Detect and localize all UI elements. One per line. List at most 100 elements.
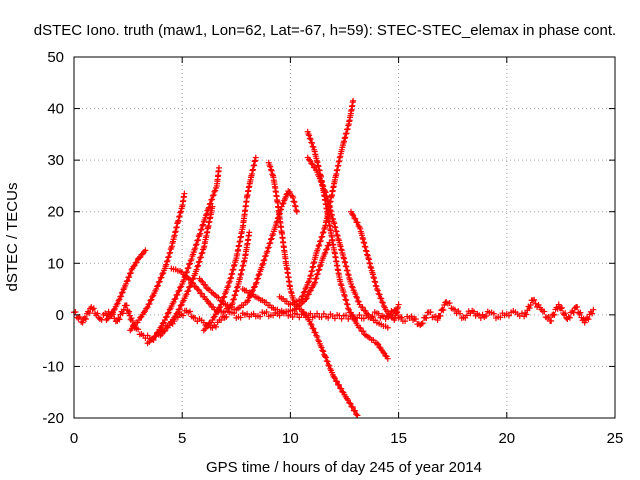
data-point (323, 246, 330, 253)
data-point (195, 262, 202, 269)
data-point (173, 310, 180, 317)
data-point (349, 313, 356, 320)
data-point (147, 297, 154, 304)
data-point (90, 305, 97, 312)
data-point (354, 219, 361, 226)
data-point (350, 97, 357, 104)
data-point (300, 289, 307, 296)
data-point (320, 183, 327, 190)
data-point (289, 314, 296, 320)
data-point (505, 312, 512, 319)
data-point (193, 241, 200, 248)
data-point (427, 309, 434, 316)
data-point (202, 281, 209, 288)
data-point (566, 314, 573, 321)
data-point (350, 313, 357, 320)
series-pass-13 (347, 208, 402, 324)
data-point (108, 310, 115, 317)
data-point (106, 313, 113, 320)
data-point (124, 277, 131, 284)
series-pass-6 (168, 229, 253, 316)
data-point (198, 226, 205, 233)
data-point (352, 407, 359, 414)
data-point (170, 298, 177, 305)
data-point (293, 208, 300, 215)
data-point (183, 269, 190, 276)
data-point (187, 260, 194, 267)
x-tick-label: 25 (607, 430, 624, 447)
data-point (178, 301, 185, 308)
data-point (245, 297, 252, 304)
data-point (490, 310, 497, 317)
data-point (362, 307, 369, 314)
y-axis-label: dSTEC / TECUs (4, 183, 21, 292)
data-point (187, 276, 194, 283)
data-point (307, 136, 314, 143)
series-pass-4 (144, 164, 222, 347)
series-pass-5 (200, 154, 259, 334)
data-point (303, 295, 310, 302)
data-point (180, 312, 187, 319)
data-point (196, 258, 203, 265)
data-point (557, 305, 564, 312)
data-marks (71, 97, 597, 419)
data-point (191, 283, 198, 290)
data-point (154, 282, 161, 289)
data-point (230, 296, 237, 303)
data-point (161, 317, 168, 324)
axis-ticks: 0 5 10 15 20 25 -20 -10 0 10 20 30 40 50 (42, 49, 623, 447)
data-point (174, 309, 181, 316)
data-point (531, 296, 538, 303)
data-point (153, 286, 160, 293)
data-point (354, 294, 361, 301)
data-point (344, 301, 351, 308)
x-tick-label: 20 (498, 430, 515, 447)
data-point (259, 262, 266, 269)
data-point (306, 132, 313, 139)
data-point (359, 304, 366, 311)
data-point (338, 385, 345, 392)
data-point (253, 279, 260, 286)
data-point (233, 287, 240, 294)
data-point (380, 299, 387, 306)
data-point (395, 301, 402, 308)
data-point (75, 315, 82, 322)
data-point (103, 317, 110, 324)
data-point (234, 284, 241, 291)
data-point (340, 289, 347, 296)
data-point (195, 259, 202, 266)
data-point (333, 378, 340, 385)
data-point (237, 314, 244, 321)
data-point (210, 191, 217, 198)
data-point (110, 307, 117, 314)
data-point (185, 264, 192, 271)
data-point (320, 229, 327, 236)
data-point (379, 299, 386, 306)
data-point (336, 381, 343, 388)
data-point (221, 293, 228, 300)
data-point (193, 266, 200, 273)
data-point (190, 275, 197, 282)
data-point (434, 317, 441, 324)
data-point (446, 300, 453, 307)
data-point (314, 333, 321, 340)
data-point (379, 348, 386, 355)
data-point (215, 164, 222, 171)
data-point (261, 256, 268, 263)
data-point (195, 287, 202, 294)
data-point (306, 288, 313, 295)
data-point (203, 210, 210, 217)
data-point (584, 314, 591, 321)
data-point (177, 302, 184, 309)
data-point (158, 274, 165, 281)
data-point (292, 203, 299, 210)
data-point (320, 348, 327, 355)
data-point (398, 314, 405, 321)
data-point (252, 154, 259, 161)
data-point (264, 248, 271, 255)
data-point (349, 210, 356, 217)
data-point (144, 332, 151, 339)
data-point (391, 315, 398, 322)
data-point (307, 157, 314, 164)
series-pass-8 (239, 239, 333, 316)
